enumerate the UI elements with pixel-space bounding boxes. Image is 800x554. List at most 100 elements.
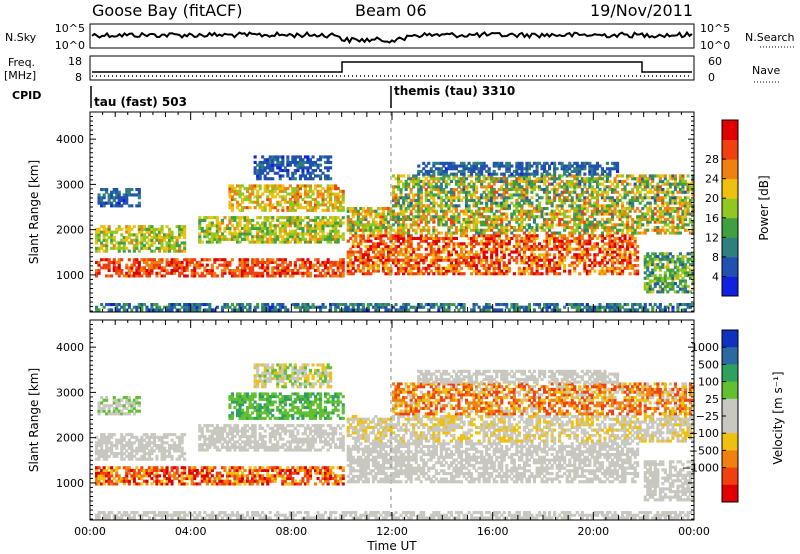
echo-cell <box>653 268 657 272</box>
echo-cell <box>434 242 438 246</box>
echo-cell <box>137 188 141 192</box>
echo-cell <box>689 231 693 235</box>
echo-cell <box>200 218 204 222</box>
echo-cell <box>545 264 549 268</box>
echo-cell <box>510 250 514 254</box>
echo-cell <box>326 169 330 173</box>
echo-cell <box>437 179 441 183</box>
echo-cell <box>656 204 660 208</box>
echo-cell <box>130 263 134 267</box>
echo-cell <box>454 236 458 240</box>
echo-cell <box>147 233 151 237</box>
echo-cell <box>387 245 391 249</box>
echo-cell <box>319 174 323 178</box>
echo-cell <box>449 217 453 221</box>
echo-cell <box>203 229 207 233</box>
echo-cell <box>178 266 182 270</box>
echo-cell <box>522 245 526 249</box>
echo-cell <box>495 204 499 208</box>
echo-cell <box>535 167 539 171</box>
echo-cell <box>266 203 270 207</box>
echo-cell <box>316 221 320 225</box>
echo-cell <box>628 253 632 257</box>
echo-cell <box>168 238 172 242</box>
echo-cell <box>467 242 471 246</box>
echo-cell <box>462 179 466 183</box>
echo-cell <box>530 228 534 232</box>
echo-cell <box>107 193 111 197</box>
echo-cell <box>409 188 413 192</box>
echo-cell <box>298 158 302 162</box>
echo-cell <box>434 177 438 181</box>
echo-cell <box>449 231 453 235</box>
echo-cell <box>306 232 310 236</box>
echo-cell <box>308 229 312 233</box>
echo-cell <box>175 236 179 240</box>
echo-cell <box>683 217 687 221</box>
echo-cell <box>213 271 217 275</box>
echo-cell <box>626 261 630 265</box>
echo-cell <box>135 269 139 273</box>
echo-cell <box>404 182 408 186</box>
echo-cell <box>233 189 237 193</box>
echo-cell <box>384 245 388 249</box>
echo-cell <box>168 236 172 240</box>
echo-cell <box>117 201 121 205</box>
echo-cell <box>522 198 526 202</box>
echo-cell <box>560 212 564 216</box>
echo-cell <box>449 204 453 208</box>
echo-cell <box>535 172 539 176</box>
echo-cell <box>359 207 363 211</box>
echo-cell <box>351 245 355 249</box>
echo-cell <box>442 174 446 178</box>
echo-cell <box>213 232 217 236</box>
echo-cell <box>132 263 136 267</box>
echo-cell <box>404 196 408 200</box>
echo-cell <box>173 269 177 273</box>
echo-cell <box>306 226 310 230</box>
echo-cell <box>281 155 285 159</box>
echo-cell <box>583 167 587 171</box>
echo-cell <box>293 171 297 175</box>
echo-cell <box>268 240 272 244</box>
echo-cell <box>575 223 579 227</box>
echo-cell <box>349 255 353 259</box>
echo-cell <box>215 226 219 230</box>
echo-cell <box>366 261 370 265</box>
echo-cell <box>689 217 693 221</box>
echo-cell <box>608 242 612 246</box>
echo-cell <box>437 215 441 219</box>
echo-cell <box>636 217 640 221</box>
echo-cell <box>444 169 448 173</box>
echo-cell <box>643 215 647 219</box>
echo-cell <box>215 229 219 233</box>
echo-cell <box>180 266 184 270</box>
echo-cell <box>613 239 617 243</box>
echo-cell <box>384 215 388 219</box>
echo-cell <box>492 182 496 186</box>
echo-cell <box>324 198 328 202</box>
echo-cell <box>253 224 257 228</box>
echo-cell <box>475 228 479 232</box>
echo-cell <box>175 258 179 262</box>
echo-cell <box>442 245 446 249</box>
echo-cell <box>97 269 101 273</box>
echo-cell <box>490 258 494 262</box>
echo-cell <box>276 218 280 222</box>
echo-cell <box>447 269 451 273</box>
echo-cell <box>465 177 469 181</box>
echo-cell <box>578 245 582 249</box>
echo-cell <box>465 188 469 192</box>
echo-cell <box>137 227 141 231</box>
echo-cell <box>308 189 312 193</box>
echo-cell <box>130 241 134 245</box>
echo-cell <box>293 158 297 162</box>
echo-cell <box>371 209 375 213</box>
echo-cell <box>210 221 214 225</box>
echo-cell <box>404 223 408 227</box>
echo-cell <box>387 266 391 270</box>
echo-cell <box>578 207 582 211</box>
echo-cell <box>125 225 129 229</box>
echo-cell <box>444 234 448 238</box>
echo-cell <box>497 193 501 197</box>
